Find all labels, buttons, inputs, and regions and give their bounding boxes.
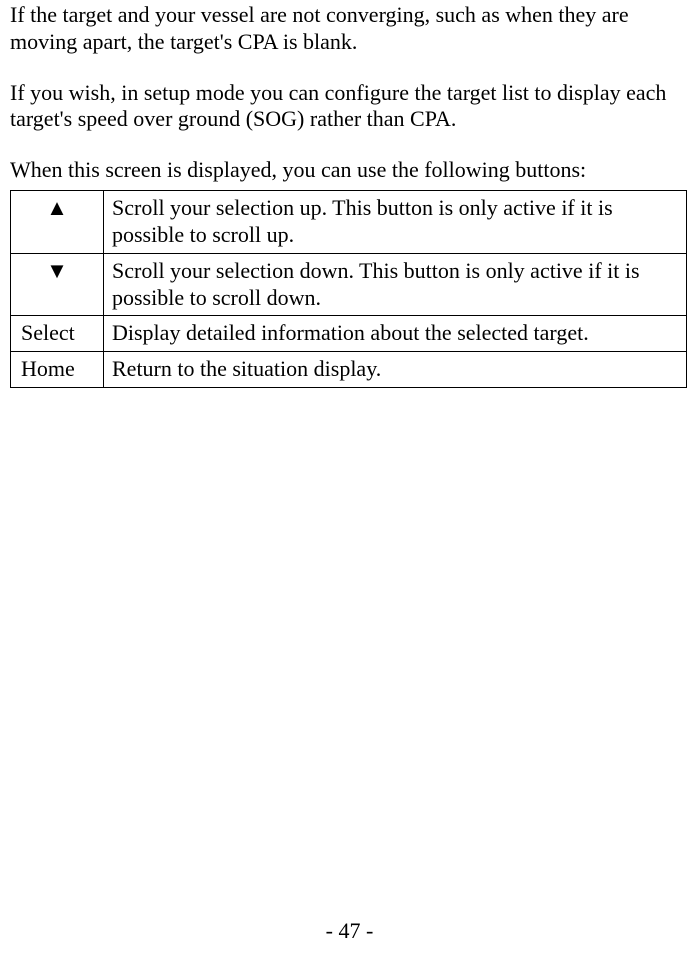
- buttons-table-body: ▲ Scroll your selection up. This button …: [11, 191, 687, 388]
- page-number: - 47 -: [0, 918, 699, 944]
- table-row: ▲ Scroll your selection up. This button …: [11, 191, 687, 254]
- table-row: ▼ Scroll your selection down. This butto…: [11, 253, 687, 316]
- buttons-table: ▲ Scroll your selection up. This button …: [10, 190, 687, 388]
- button-key-down: ▼: [11, 253, 104, 316]
- button-desc: Scroll your selection down. This button …: [104, 253, 687, 316]
- paragraph-1: If the target and your vessel are not co…: [10, 2, 687, 56]
- paragraph-3: When this screen is displayed, you can u…: [10, 157, 687, 184]
- button-key-select: Select: [11, 316, 104, 352]
- table-row: Home Return to the situation display.: [11, 352, 687, 388]
- table-row: Select Display detailed information abou…: [11, 316, 687, 352]
- paragraph-2: If you wish, in setup mode you can confi…: [10, 80, 687, 134]
- button-desc: Display detailed information about the s…: [104, 316, 687, 352]
- page-content: If the target and your vessel are not co…: [0, 0, 699, 388]
- button-desc: Return to the situation display.: [104, 352, 687, 388]
- button-key-up: ▲: [11, 191, 104, 254]
- button-desc: Scroll your selection up. This button is…: [104, 191, 687, 254]
- button-key-home: Home: [11, 352, 104, 388]
